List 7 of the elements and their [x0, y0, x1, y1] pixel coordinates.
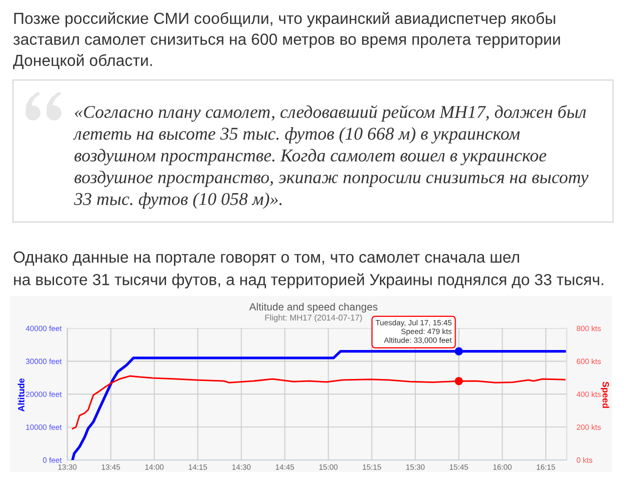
text: Позже российские СМИ сообщили, что украинский авиадиспетчер якобы заставил самолет снизиться на 600 метров во время пролета территории Донецкой области.	[13, 12, 560, 70]
y-axis-title: Altitude	[18, 378, 24, 412]
y2-axis-title: Speed	[600, 382, 610, 408]
text: «Согласно плану самолет, следовавший рейсом MH17, должен был лететь на высоте 35 тыс. футов (10 668 м) в украинском воздушном пространстве. Когда самолет вошел в украинское воздушное пространство, экипаж попросили снизиться на высоту 33 тыс. футов (10 058 м)».	[73, 105, 588, 209]
chart-subtitle: Flight: MH17 (2014-07-17)	[265, 314, 362, 322]
text: Однако данные на портале говорят о том, что самолет сначала шел на высоте 31 тысячи футов, а над территорией Украины поднялся до 33 тысяч.	[14, 251, 604, 288]
chart-title: Altitude and speed changes	[249, 302, 378, 313]
